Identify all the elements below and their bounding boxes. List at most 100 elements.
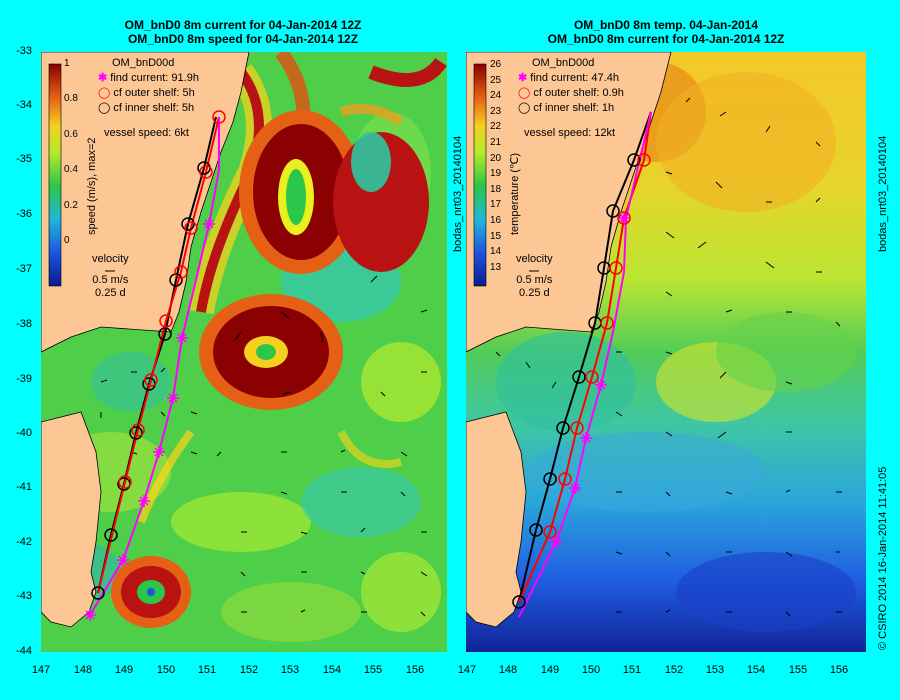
right-inner-shelf-track — [518, 111, 652, 603]
right-velocity-arrows — [495, 97, 842, 617]
lat-tick: -36 — [16, 208, 32, 220]
temp-tick: 21 — [490, 136, 502, 148]
lon-tick: 147 — [457, 664, 477, 676]
right-title-line1: OM_bnD0 8m temp. 04-Jan-2014 — [573, 18, 759, 32]
left-legend-outer-shelf: cf outer shelf: 5h — [113, 87, 195, 99]
right-legend-inner-shelf: cf inner shelf: 1h — [533, 102, 615, 114]
left-legend: OM_bnD00d ✱ find current: 91.9h ◯ cf out… — [98, 56, 199, 141]
lon-tick: 151 — [622, 664, 642, 676]
left-land-tasmania — [41, 411, 102, 628]
left-cbar-tick-1: 1 — [64, 58, 70, 69]
lon-tick: 155 — [363, 664, 383, 676]
find-current-star-icon: ✱ — [98, 72, 108, 84]
lon-tick: 154 — [322, 664, 342, 676]
temp-tick: 24 — [490, 90, 502, 102]
right-velocity-title: velocity — [516, 253, 553, 265]
left-colorbar-label: speed (m/s), max=2 — [86, 137, 98, 235]
right-find-current-markers — [550, 212, 630, 548]
right-legend-find-current: find current: 47.4h — [530, 72, 619, 84]
lat-tick: -39 — [16, 373, 32, 385]
temp-tick: 14 — [490, 246, 502, 258]
right-title-line2: OM_bnD0 8m current for 04-Jan-2014 12Z — [547, 32, 785, 46]
lat-tick: -41 — [16, 481, 32, 493]
left-velocity-title: velocity — [92, 253, 129, 265]
lon-tick: 155 — [788, 664, 808, 676]
left-legend-find-current: find current: 91.9h — [110, 72, 199, 84]
lon-tick: 148 — [498, 664, 518, 676]
lat-tick: -33 — [16, 45, 32, 57]
left-velocity-arrows — [100, 275, 428, 617]
left-velocity-scale: 0.5 m/s — [92, 274, 129, 286]
right-land-mainland — [466, 52, 672, 353]
left-cbar-tick-08: 0.8 — [64, 93, 78, 104]
lat-tick: -44 — [16, 645, 32, 657]
left-title-line1: OM_bnD0 8m current for 04-Jan-2014 12Z — [124, 18, 362, 32]
lon-tick: 154 — [746, 664, 766, 676]
right-title: OM_bnD0 8m temp. 04-Jan-2014 OM_bnD0 8m … — [466, 18, 866, 46]
outer-shelf-circle-icon: ◯ — [98, 87, 111, 99]
lon-tick: 149 — [540, 664, 560, 676]
lon-tick: 150 — [156, 664, 176, 676]
temp-tick: 13 — [490, 261, 502, 273]
left-find-current-markers — [84, 218, 215, 621]
left-tracks — [89, 116, 220, 616]
inner-shelf-circle-icon: ◯ — [518, 102, 531, 114]
left-outer-shelf-track — [97, 116, 220, 594]
left-cbar-tick-0: 0 — [64, 235, 70, 246]
right-legend-outer-shelf: cf outer shelf: 0.9h — [533, 87, 624, 99]
temp-tick: 26 — [490, 59, 502, 70]
left-cbar-tick-04: 0.4 — [64, 164, 78, 175]
left-vertical-source: bodas_nrt03_20140104 — [452, 135, 464, 252]
temp-tick: 15 — [490, 230, 502, 242]
lat-tick: -37 — [16, 263, 32, 275]
lat-tick: -43 — [16, 590, 32, 602]
temp-tick: 23 — [490, 105, 502, 117]
temp-tick: 20 — [490, 152, 502, 164]
lon-tick: 147 — [31, 664, 51, 676]
lat-tick: -38 — [16, 318, 32, 330]
lon-tick: 152 — [664, 664, 684, 676]
inner-shelf-circle-icon: ◯ — [98, 102, 111, 114]
lat-tick: -42 — [16, 536, 32, 548]
right-vertical-credit: © CSIRO 2014 16-Jan-2014 11:41:05 — [877, 466, 889, 650]
left-title-line2: OM_bnD0 8m speed for 04-Jan-2014 12Z — [127, 32, 359, 46]
left-velocity-time: 0.25 d — [95, 287, 126, 299]
lon-tick: 156 — [829, 664, 849, 676]
right-vertical-source: bodas_nrt03_20140104 — [877, 135, 889, 252]
left-speed-field — [41, 52, 447, 642]
right-velocity-time: 0.25 d — [519, 287, 550, 299]
right-map — [466, 52, 866, 652]
left-title: OM_bnD0 8m current for 04-Jan-2014 12Z O… — [40, 18, 446, 46]
temp-tick: 18 — [490, 183, 502, 195]
lat-tick: -40 — [16, 427, 32, 439]
temp-tick: 17 — [490, 199, 502, 211]
left-find-current-track — [89, 117, 220, 616]
left-outer-shelf-markers — [118, 110, 226, 489]
lon-tick: 153 — [280, 664, 300, 676]
outer-shelf-circle-icon: ◯ — [518, 87, 531, 99]
left-legend-inner-shelf: cf inner shelf: 5h — [113, 102, 195, 114]
temp-tick: 22 — [490, 121, 502, 133]
left-colorbar — [48, 63, 62, 287]
lat-tick: -34 — [16, 99, 32, 111]
right-colorbar-ticks: 26 25 24 23 22 21 20 19 18 17 16 15 14 1… — [490, 57, 501, 275]
lon-tick: 149 — [114, 664, 134, 676]
lat-tick: -35 — [16, 153, 32, 165]
right-legend-vessel-speed: vessel speed: 12kt — [524, 127, 616, 139]
temp-tick: 16 — [490, 214, 502, 226]
right-colorbar-label: temperature (℃) — [509, 152, 521, 235]
right-legend-model: OM_bnD00d — [532, 57, 595, 69]
left-velocity-legend: velocity 0.5 m/s 0.25 d — [92, 253, 129, 300]
lon-tick: 151 — [197, 664, 217, 676]
find-current-star-icon: ✱ — [518, 72, 528, 84]
left-cbar-tick-02: 0.2 — [64, 200, 78, 211]
lon-tick: 152 — [239, 664, 259, 676]
temp-tick: 19 — [490, 168, 502, 180]
lon-tick: 153 — [705, 664, 725, 676]
right-temperature-patches — [496, 62, 856, 632]
right-outer-shelf-track — [518, 111, 652, 603]
left-legend-model: OM_bnD00d — [112, 57, 175, 69]
temp-tick: 25 — [490, 74, 502, 86]
left-land-mainland — [41, 52, 250, 353]
lon-tick: 150 — [581, 664, 601, 676]
